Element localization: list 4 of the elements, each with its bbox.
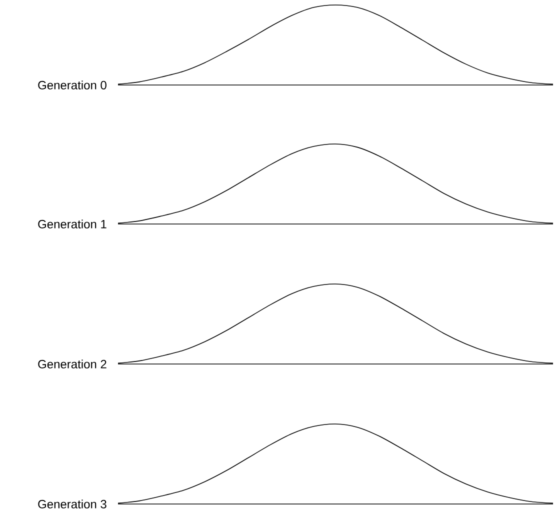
y-axis-title: Generation 0	[38, 80, 106, 90]
y-axis-title: Generation 2	[38, 360, 106, 368]
y-axis-title: Generation 3	[38, 500, 106, 508]
y-axis-title: Generation 1	[38, 220, 106, 228]
